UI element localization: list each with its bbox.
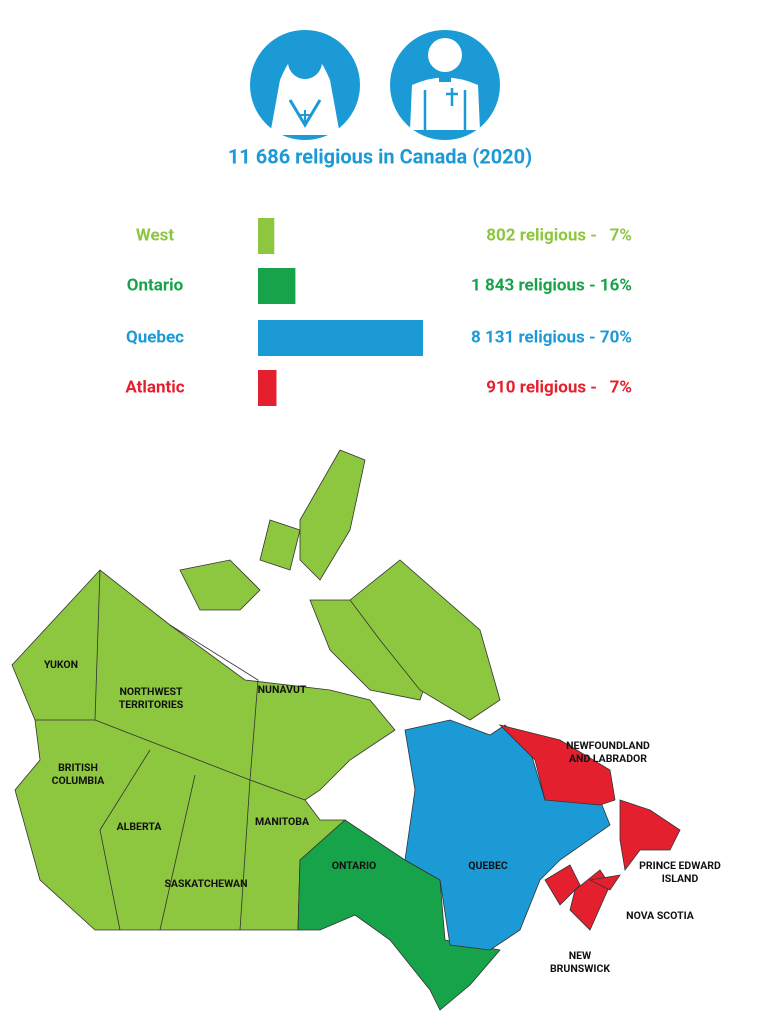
map-label: ALBERTA <box>117 820 163 833</box>
map-label: ISLAND <box>662 872 699 885</box>
map-label: NOVA SCOTIA <box>626 909 695 922</box>
bar <box>258 320 423 356</box>
map-label: NEWFOUNDLAND <box>566 739 650 752</box>
bar <box>258 370 277 406</box>
category-label: Quebec <box>126 327 184 347</box>
map-label: BRUNSWICK <box>550 962 610 975</box>
map-label: COLUMBIA <box>52 774 106 787</box>
value-label: 1 843 religious - 16% <box>471 275 632 295</box>
icon-nun <box>250 30 360 140</box>
map-label: NEW <box>569 949 592 962</box>
category-label: Ontario <box>127 275 184 295</box>
map <box>11 449 681 1011</box>
map-label: SASKATCHEWAN <box>164 877 247 890</box>
category-label: West <box>136 225 175 245</box>
map-label: TERRITORIES <box>119 698 184 711</box>
value-label: 802 religious - 7% <box>486 225 632 245</box>
chart-title: 11 686 religious in Canada (2020) <box>228 144 532 168</box>
bar <box>258 268 296 304</box>
map-label: MANITOBA <box>255 815 310 828</box>
map-label: AND LABRADOR <box>569 752 647 765</box>
map-label: QUEBEC <box>468 859 508 872</box>
icon-priest <box>390 30 500 140</box>
map-label: BRITISH <box>58 761 98 774</box>
bar <box>258 218 275 254</box>
value-label: 910 religious - 7% <box>486 377 632 397</box>
category-label: Atlantic <box>125 377 184 397</box>
bar-chart: West 802 religious - 7% Ontario 1 843 relig… <box>125 218 632 406</box>
map-label: ONTARIO <box>332 859 377 872</box>
map-label: NORTHWEST <box>119 685 183 698</box>
value-label: 8 131 religious - 70% <box>471 327 632 347</box>
map-label: NUNAVUT <box>258 683 307 696</box>
map-label: YUKON <box>44 658 78 671</box>
map-label: PRINCE EDWARD <box>639 859 721 872</box>
